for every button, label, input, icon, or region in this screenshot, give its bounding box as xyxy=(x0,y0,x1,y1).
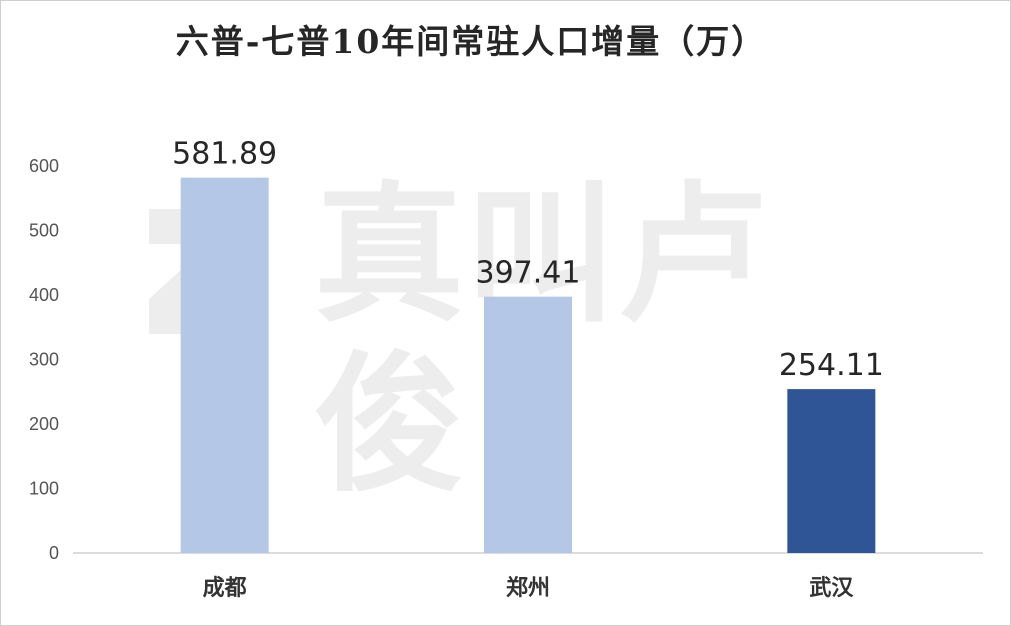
y-axis: 0 100 200 300 400 500 600 xyxy=(29,156,59,563)
y-tick-label: 500 xyxy=(29,221,59,241)
y-tick-label: 200 xyxy=(29,414,59,434)
category-label-1: 成都 xyxy=(203,575,247,601)
data-labels: 581.89 397.41 254.11 xyxy=(172,137,884,383)
bars xyxy=(180,177,876,553)
data-label-2: 397.41 xyxy=(476,256,581,291)
data-label-3: 254.11 xyxy=(779,348,884,383)
y-tick-label: 300 xyxy=(29,350,59,370)
data-label-1: 581.89 xyxy=(172,137,277,172)
y-tick-label: 0 xyxy=(49,543,59,563)
y-tick-label: 400 xyxy=(29,285,59,305)
y-tick-label: 100 xyxy=(29,479,59,499)
bar-2 xyxy=(484,296,572,553)
chart-title: 六普-七普10年间常驻人口增量（万） xyxy=(175,22,767,61)
category-label-2: 郑州 xyxy=(506,575,550,601)
category-label-3: 武汉 xyxy=(809,575,854,601)
y-tick-label: 600 xyxy=(29,156,59,176)
x-axis: 成都 郑州 武汉 xyxy=(203,575,855,601)
bar-1 xyxy=(180,177,269,553)
bar-3 xyxy=(787,389,876,553)
